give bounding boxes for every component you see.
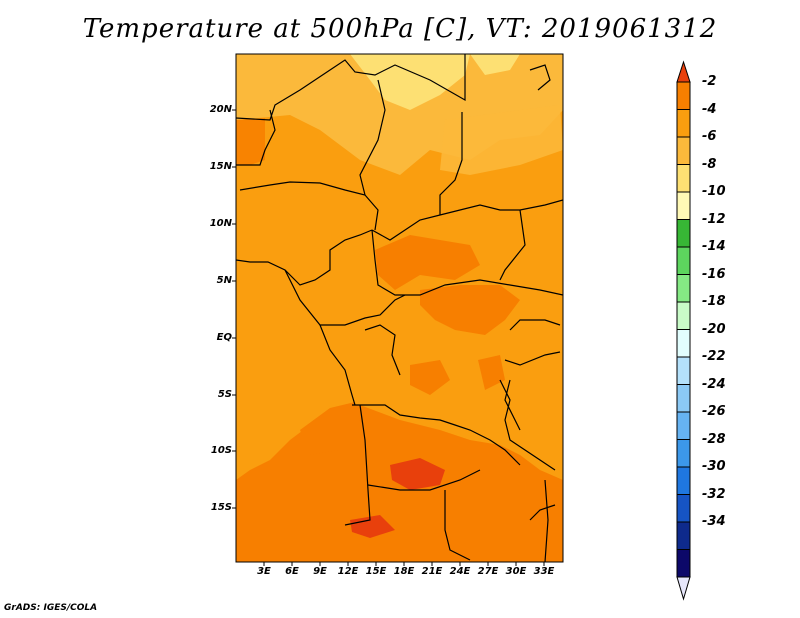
- colorbar-swatch: [676, 466, 691, 495]
- colorbar-label: -6: [702, 129, 717, 144]
- colorbar-swatch: [676, 274, 691, 303]
- lon-label-18e: 18E: [393, 566, 415, 577]
- lat-label-15s: 15S: [210, 502, 232, 513]
- border-great-lakes: [499, 379, 556, 471]
- lon-label-27e: 27E: [477, 566, 499, 577]
- colorbar-swatch: [676, 81, 691, 110]
- country-borders: [236, 54, 563, 562]
- lon-label-33e: 33E: [533, 566, 555, 577]
- colorbar-label: -4: [702, 101, 717, 117]
- colorbar-label: -20: [702, 321, 726, 337]
- border-uganda: [509, 319, 561, 331]
- border-angola-zambia: [367, 469, 481, 491]
- field-angola-warm: [300, 402, 365, 455]
- colorbar-label: -22: [702, 349, 726, 364]
- colorbar-label: -34: [702, 514, 726, 529]
- colorbar-label: -24: [702, 376, 726, 392]
- lon-label-21e: 21E: [421, 566, 443, 577]
- colorbar-swatch: [676, 109, 691, 138]
- colorbar-swatch: [676, 219, 691, 248]
- border-congo-river: [364, 324, 401, 376]
- colorbar-label: -8: [702, 156, 717, 172]
- colorbar-swatch: [676, 246, 691, 275]
- field-north-cold-2: [470, 54, 520, 75]
- colorbar-label: -26: [702, 404, 726, 419]
- colorbar-label: -10: [702, 184, 726, 199]
- lat-label-eq: EQ: [216, 332, 232, 343]
- colorbar-label: -28: [702, 431, 726, 447]
- colorbar-swatch: [676, 136, 691, 165]
- colorbar-label: -2: [702, 74, 717, 89]
- lat-label-15n: 15N: [209, 161, 232, 172]
- lon-label-30e: 30E: [505, 566, 527, 577]
- colorbar-swatch: [676, 494, 691, 523]
- grads-credit: GrADS: IGES/COLA: [4, 603, 98, 613]
- colorbar-swatch: [676, 356, 691, 385]
- lon-label-24e: 24E: [449, 566, 471, 577]
- border-gabon: [284, 269, 406, 326]
- lat-label-5s: 5S: [217, 389, 232, 400]
- field-east-warm: [478, 355, 505, 390]
- field-hot-2: [350, 515, 395, 538]
- lon-label-3e: 3E: [257, 566, 271, 577]
- border-chad-sudan: [439, 112, 463, 215]
- lat-label-5n: 5N: [216, 275, 232, 286]
- border-car-north: [371, 199, 563, 241]
- colorbar-label: -18: [702, 294, 726, 309]
- colorbar-top-arrow: [676, 60, 691, 83]
- lat-label-20n: 20N: [209, 104, 232, 115]
- colorbar-label: -32: [702, 486, 726, 502]
- field-central-warm: [420, 285, 520, 335]
- border-tanzania-north: [504, 351, 561, 366]
- colorbar-swatch: [676, 329, 691, 358]
- lat-label-10s: 10S: [210, 445, 232, 456]
- field-north-cold: [350, 54, 470, 110]
- lon-label-9e: 9E: [313, 566, 327, 577]
- border-east-vertical: [544, 479, 549, 562]
- border-sudan-ssudan: [499, 209, 526, 281]
- temperature-field: [236, 54, 563, 562]
- colorbar-swatch: [676, 191, 691, 220]
- lat-label-10n: 10N: [209, 218, 232, 229]
- field-hot-1: [390, 458, 445, 490]
- colorbar-bottom-arrow: [676, 576, 691, 601]
- field-car-warm: [375, 235, 480, 290]
- colorbar-label: -16: [702, 266, 726, 282]
- border-zambia-west: [444, 490, 471, 561]
- colorbar-label: -12: [702, 211, 726, 227]
- border-niger-nigeria: [239, 181, 379, 231]
- border-south-east: [529, 504, 556, 521]
- border-coast: [236, 229, 373, 286]
- lon-label-12e: 12E: [337, 566, 359, 577]
- lon-label-6e: 6E: [285, 566, 299, 577]
- colorbar-swatch: [676, 164, 691, 193]
- field-ne-streak: [440, 105, 563, 175]
- colorbar-label: -14: [702, 239, 726, 254]
- border-egypt-coast: [529, 64, 551, 91]
- colorbar-swatch: [676, 439, 691, 468]
- lat-ticks: [232, 109, 236, 509]
- border-car-south: [371, 229, 563, 296]
- colorbar-swatch: [676, 384, 691, 413]
- lon-ticks: [263, 562, 545, 566]
- colorbar-swatch: [676, 521, 691, 550]
- colorbar-swatch: [676, 411, 691, 440]
- border-chad-niger: [359, 79, 386, 196]
- map-title: Temperature at 500hPa [C], VT: 201906131…: [82, 14, 718, 44]
- border-drc-angola: [352, 404, 521, 466]
- field-west-warm: [236, 118, 265, 165]
- field-congo-warm: [410, 360, 450, 395]
- colorbar: [676, 60, 691, 601]
- map-frame: [235, 53, 564, 563]
- border-congo-west: [319, 324, 356, 406]
- lon-label-15e: 15E: [365, 566, 387, 577]
- border-north: [236, 54, 466, 121]
- border-lake-tanganyika: [504, 379, 521, 431]
- border-west-1: [236, 109, 276, 166]
- border-angola-west: [344, 404, 371, 526]
- colorbar-swatch: [676, 301, 691, 330]
- colorbar-swatch: [676, 549, 691, 578]
- colorbar-label: -30: [702, 459, 726, 474]
